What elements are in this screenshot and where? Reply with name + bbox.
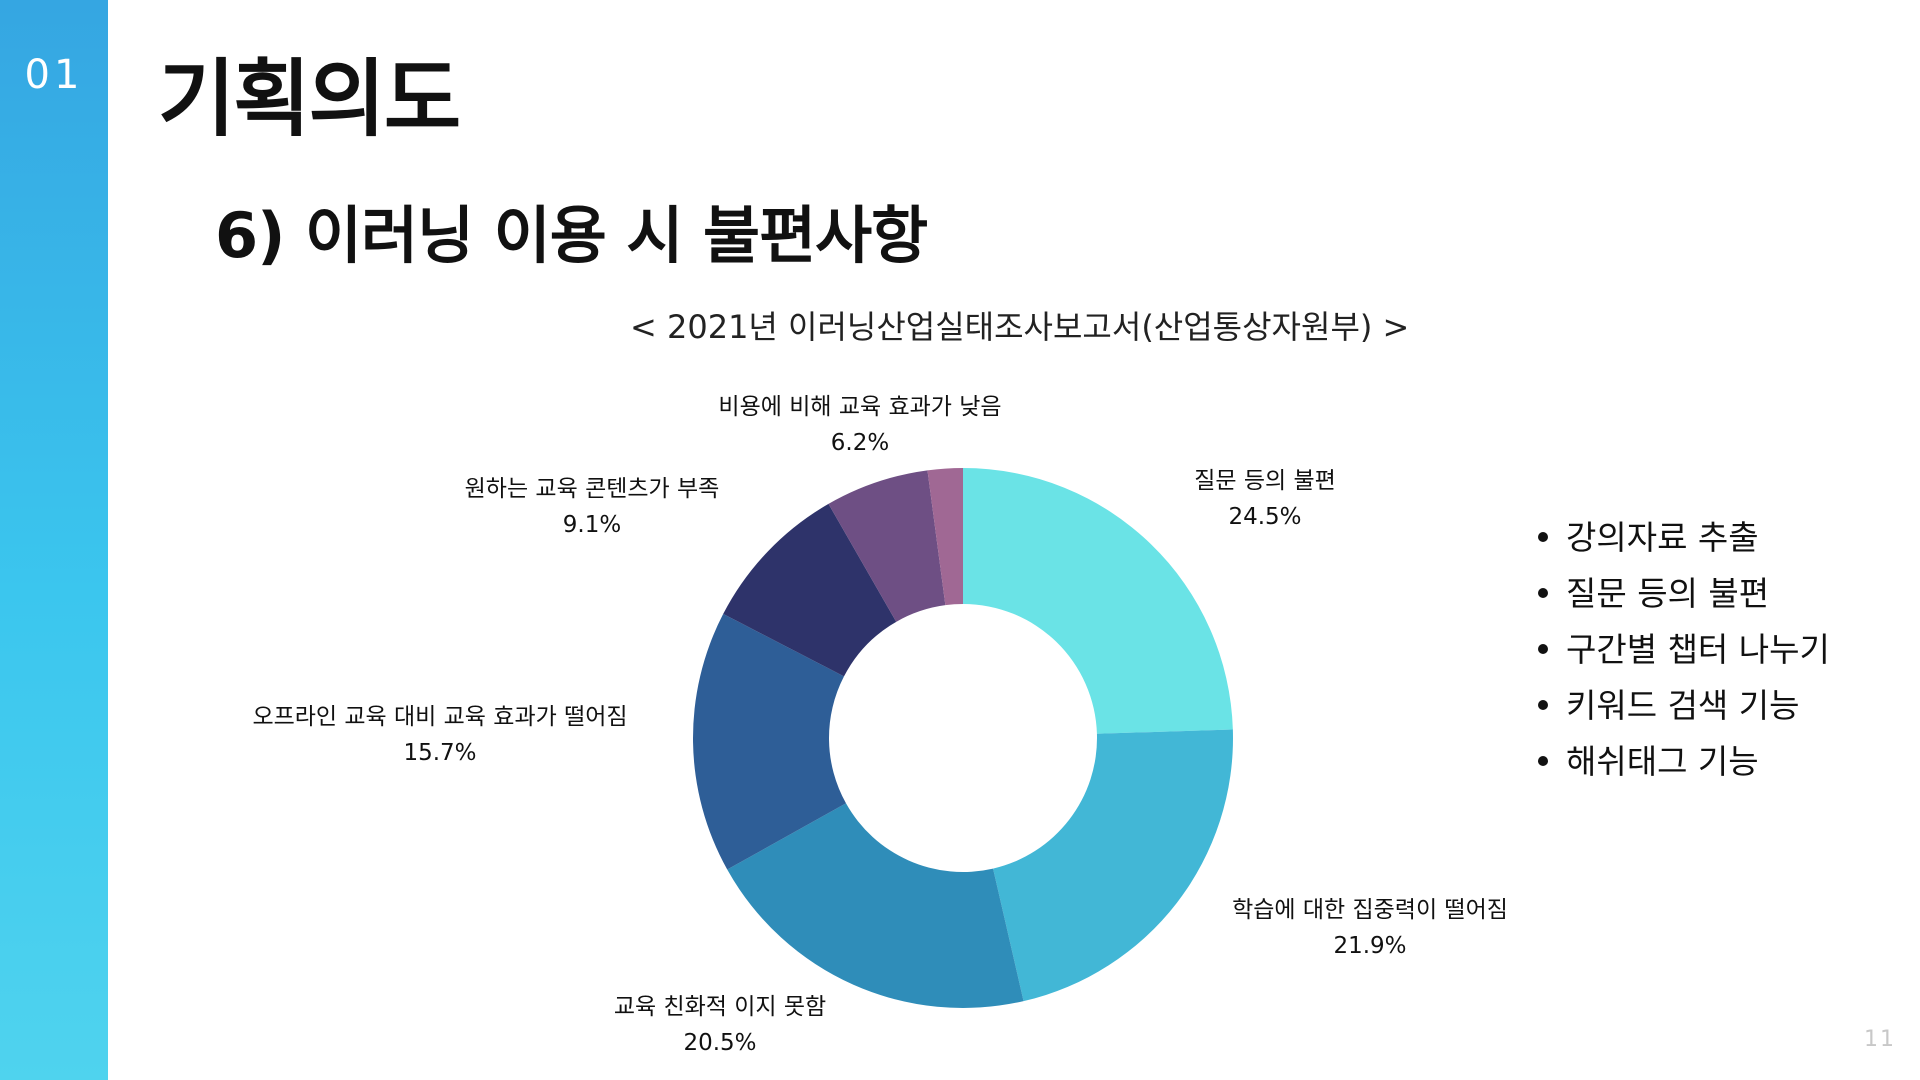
bullet-icon: [1538, 755, 1548, 766]
chart-title: < 2021년 이러닝산업실태조사보고서(산업통상자원부) >: [630, 308, 1410, 346]
donut-slice: [828, 470, 946, 622]
donut-slice: [993, 729, 1234, 1002]
slice-category-label: 학습에 대한 집중력이 떨어짐: [1232, 897, 1508, 923]
page-title: 기획의도: [158, 50, 461, 148]
slice-category-label: 오프라인 교육 대비 교육 효과가 떨어짐: [252, 704, 627, 730]
feature-list-item: 질문 등의 불편: [1538, 566, 1830, 622]
feature-label: 구간별 챕터 나누기: [1566, 630, 1830, 669]
slice-category-label: 원하는 교육 콘텐츠가 부족: [465, 476, 720, 502]
slice-category-label: 교육 친화적 이지 못함: [614, 994, 826, 1020]
feature-label: 강의자료 추출: [1566, 518, 1759, 557]
slice-value-label: 9.1%: [563, 512, 621, 538]
donut-slice: [692, 613, 846, 870]
slice-value-label: 24.5%: [1228, 504, 1301, 530]
slice-value-label: 21.9%: [1333, 933, 1406, 959]
donut-slice: [963, 468, 1233, 734]
slice-value-label: 20.5%: [683, 1030, 756, 1056]
feature-list-item: 해쉬태그 기능: [1538, 734, 1830, 790]
bullet-icon: [1538, 699, 1548, 710]
feature-list-item: 구간별 챕터 나누기: [1538, 622, 1830, 678]
bullet-icon: [1538, 643, 1548, 654]
bullet-icon: [1538, 531, 1548, 542]
slice-category-label: 질문 등의 불편: [1194, 468, 1336, 494]
donut-slice: [723, 503, 897, 677]
feature-list-item: 강의자료 추출: [1538, 510, 1830, 566]
page-number: 11: [1864, 1027, 1896, 1052]
section-number: 01: [24, 52, 84, 98]
feature-list-item: 키워드 검색 기능: [1538, 678, 1830, 734]
feature-list: 강의자료 추출 질문 등의 불편 구간별 챕터 나누기 키워드 검색 기능 해쉬…: [1538, 510, 1830, 790]
slice-value-label: 15.7%: [403, 740, 476, 766]
donut-slice: [727, 803, 1024, 1008]
donut-slice: [927, 468, 963, 606]
feature-label: 질문 등의 불편: [1566, 574, 1770, 613]
slice-value-label: 6.2%: [831, 430, 889, 456]
feature-label: 해쉬태그 기능: [1566, 742, 1759, 781]
sub-heading: 6) 이러닝 이용 시 불편사항: [215, 199, 928, 272]
feature-label: 키워드 검색 기능: [1566, 686, 1800, 725]
bullet-icon: [1538, 587, 1548, 598]
slice-category-label: 비용에 비해 교육 효과가 낮음: [718, 394, 1001, 420]
sidebar-accent-bar: [0, 0, 108, 1080]
